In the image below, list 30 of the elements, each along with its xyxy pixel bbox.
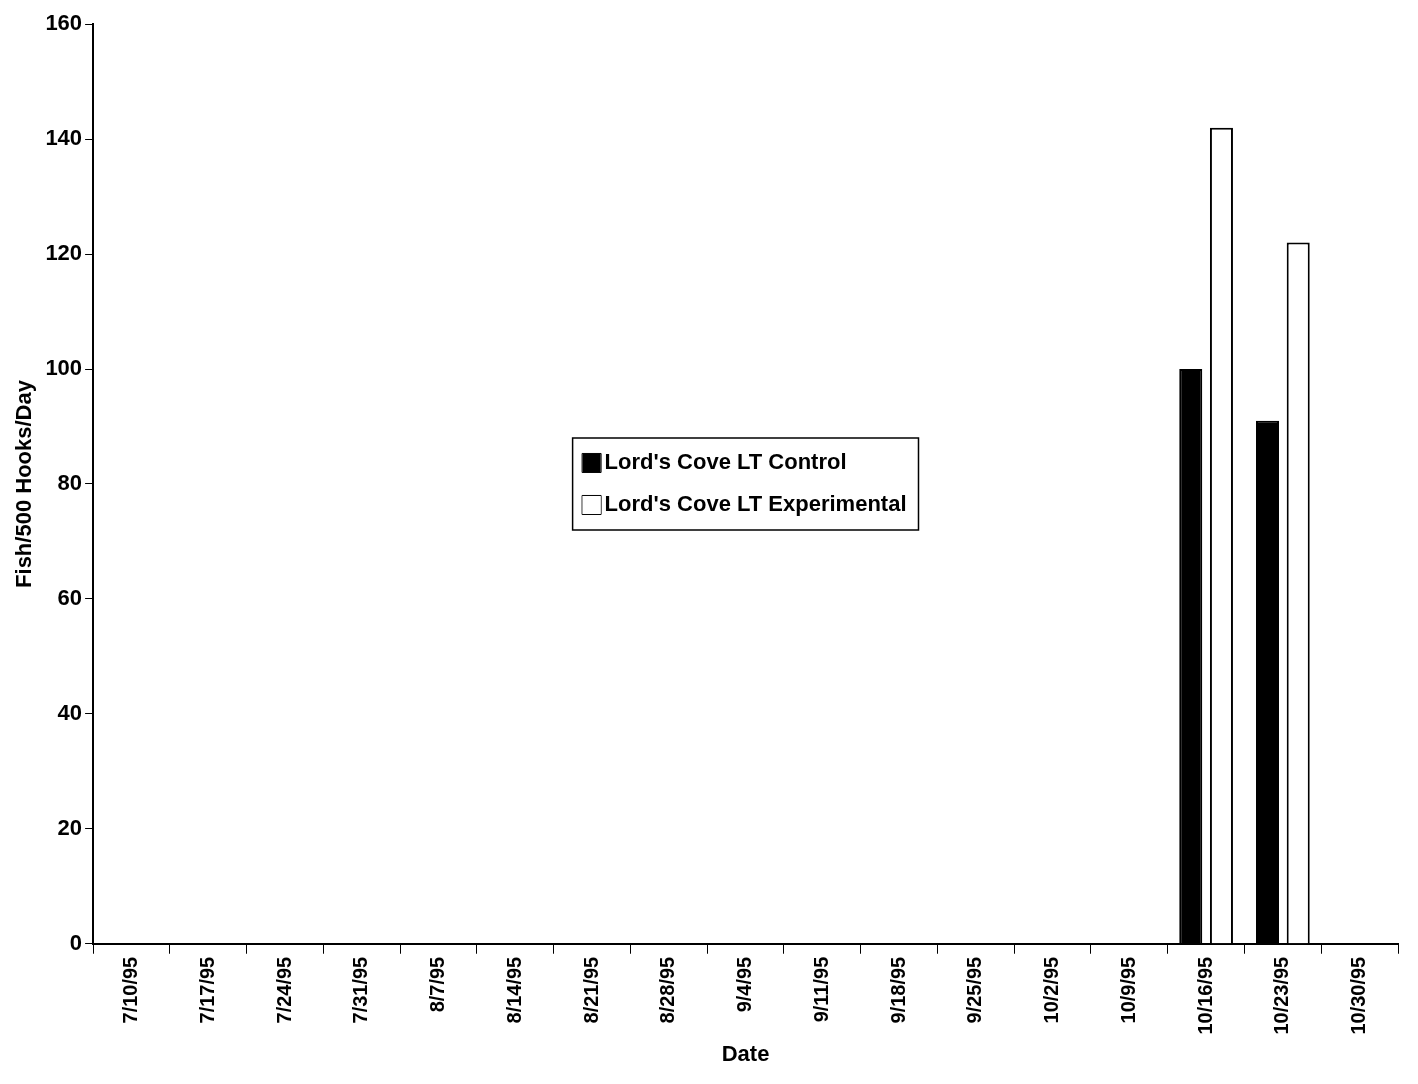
x-tick-label: 7/31/95 — [349, 956, 372, 1024]
x-tick-label: 7/17/95 — [195, 956, 218, 1024]
x-tick-label: 8/7/95 — [426, 956, 449, 1013]
legend-label: Lord's Cove LT Control — [604, 449, 847, 475]
y-tick-label: 120 — [45, 240, 83, 266]
y-tick-label: 140 — [45, 125, 83, 151]
x-tick-label: 10/23/95 — [1270, 956, 1293, 1035]
x-tick-label: 10/2/95 — [1040, 956, 1063, 1024]
y-tick-label: 100 — [45, 355, 83, 381]
x-tick-label: 10/16/95 — [1193, 956, 1216, 1035]
x-axis-title: Date — [721, 1040, 770, 1066]
y-tick-label: 60 — [57, 584, 83, 610]
x-tick-label: 10/30/95 — [1347, 956, 1370, 1035]
x-tick-label: 8/21/95 — [579, 956, 602, 1024]
y-tick-label: 80 — [57, 470, 83, 496]
x-tick-label: 9/25/95 — [963, 956, 986, 1024]
x-tick-label: 10/9/95 — [1116, 956, 1139, 1024]
y-axis-title: Fish/500 Hooks/Day — [11, 379, 37, 588]
y-tick-label: 20 — [57, 814, 83, 840]
x-tick-label: 7/24/95 — [272, 956, 295, 1024]
x-tick-label: 9/11/95 — [809, 956, 832, 1023]
y-tick-label: 160 — [45, 10, 83, 36]
x-tick-label: 8/14/95 — [502, 956, 525, 1024]
x-tick-label: 9/18/95 — [886, 956, 909, 1024]
x-tick-label: 7/10/95 — [119, 956, 141, 1024]
x-tick-label: 9/4/95 — [733, 956, 756, 1013]
y-tick-label: 40 — [57, 699, 83, 725]
x-tick-label: 8/28/95 — [656, 956, 679, 1024]
legend-label: Lord's Cove LT Experimental — [604, 491, 907, 517]
y-tick-label: 0 — [69, 929, 83, 955]
